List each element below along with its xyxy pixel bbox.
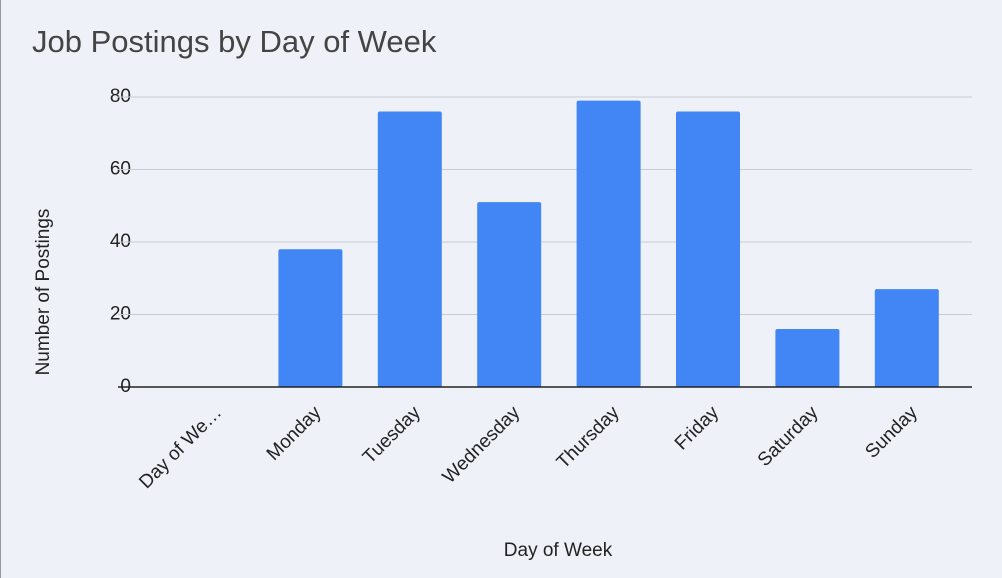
chart-title: Job Postings by Day of Week (32, 24, 437, 59)
x-axis-title: Day of Week (504, 540, 613, 561)
bar (377, 111, 442, 387)
bar (676, 111, 740, 387)
y-axis-title: Number of Postings (33, 209, 54, 376)
bar (775, 329, 840, 387)
bar (477, 202, 542, 387)
bar (874, 289, 939, 387)
bar (576, 100, 641, 387)
bar (278, 249, 343, 387)
